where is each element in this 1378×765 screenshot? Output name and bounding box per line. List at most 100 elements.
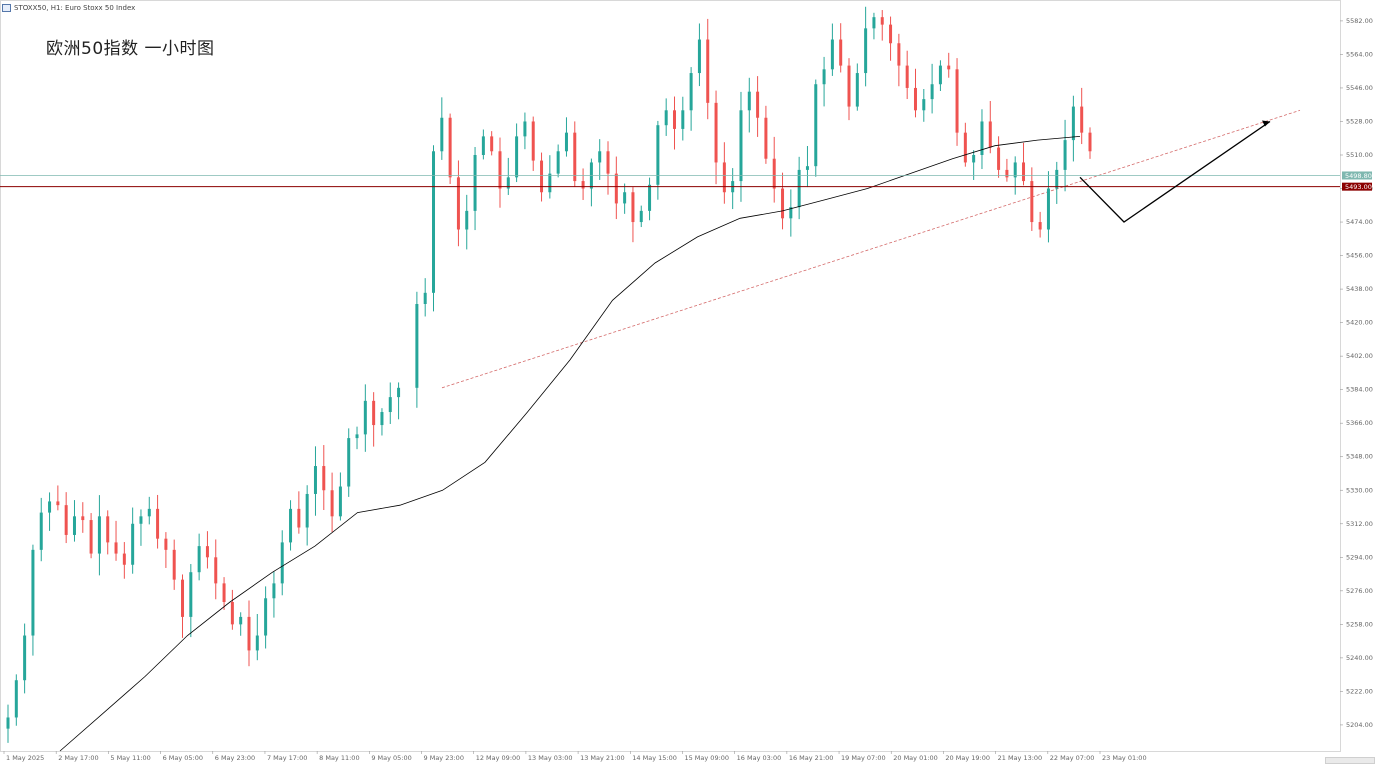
candle-body [672,110,676,129]
time-axis-label: 16 May 21:00 [789,754,834,762]
candle-body [656,125,660,185]
symbol-bar: STOXX50, H1: Euro Stoxx 50 Index [2,1,135,15]
candle-body [889,24,893,44]
candle-body [181,579,185,617]
price-axis-label: 5402.00 [1346,352,1373,360]
candle-body [481,136,485,155]
candle-body [639,210,643,223]
candle-body [631,192,635,223]
price-axis-label: 5204.00 [1346,721,1373,729]
chart-scroll-handle[interactable] [1325,757,1375,764]
candle-body [847,65,851,107]
time-axis-label: 19 May 07:00 [841,754,886,762]
candle-body [72,516,76,535]
symbol-label: STOXX50, H1: Euro Stoxx 50 Index [14,4,136,12]
price-axis-label: 5366.00 [1346,419,1373,427]
candle-body [598,151,602,163]
candle-body [355,434,359,439]
candle-body [623,192,627,204]
candle-body [839,39,843,66]
candle-body [880,17,884,25]
time-axis-label: 15 May 09:00 [684,754,729,762]
candle-body [39,512,43,550]
candle-body [81,516,85,521]
candle-body [1005,169,1009,178]
candle-body [947,65,951,70]
candle-body [189,572,193,617]
price-axis-label: 5294.00 [1346,553,1373,561]
candle-body [822,69,826,85]
candle-body [1063,140,1067,170]
candle-body [280,542,284,584]
time-axis-label: 6 May 05:00 [163,754,203,762]
candle-body [380,412,384,426]
candle-body [498,151,502,189]
candle-body [172,549,176,580]
candle-body [805,166,809,170]
candle-body [114,542,118,554]
time-axis-label: 9 May 23:00 [424,754,464,762]
candle-body [388,397,392,413]
candle-body [872,17,876,29]
candle-body [347,438,351,487]
candle-body [747,91,751,111]
candle-body [363,400,367,435]
candle-body [564,132,568,152]
price-axis-label: 5564.00 [1346,50,1373,58]
candle-body [456,177,460,230]
time-axis-label: 23 May 01:00 [1102,754,1147,762]
candle-body [23,635,27,681]
candle-body [1071,106,1075,141]
candle-body [548,173,552,193]
candle-body [164,538,168,550]
candle-body [664,110,668,126]
candle-body [64,505,68,535]
candle-body [897,43,901,66]
candle-body [247,616,251,651]
support-trendline [441,109,1301,389]
candle-body [264,598,268,636]
price-axis-label: 5582.00 [1346,17,1373,25]
candle-body [988,121,992,148]
time-axis-label: 1 May 2025 [6,754,44,762]
time-axis-label: 20 May 19:00 [945,754,990,762]
candle-body [239,616,243,625]
candle-body [506,177,510,189]
price-axis-label: 5474.00 [1346,218,1373,226]
candle-body [797,169,801,208]
ask-price-label: 5498.80 [1345,172,1372,180]
candle-body [963,132,967,163]
candle-body [864,28,868,74]
candle-body [1046,188,1050,230]
time-axis-label: 21 May 13:00 [998,754,1043,762]
projection-arrow [1079,120,1271,223]
candle-body [980,121,984,155]
candle-body [222,583,226,602]
candle-body [756,91,760,118]
candle-body [156,508,160,539]
price-axis-label: 5330.00 [1346,486,1373,494]
candle-body [781,188,785,219]
chart-window-icon [2,4,11,12]
candle-body [432,151,436,293]
time-axis-label: 14 May 15:00 [632,754,677,762]
time-axis-label: 2 May 17:00 [58,754,98,762]
candle-body [48,501,52,513]
candle-body [297,508,301,528]
candle-body [473,155,477,211]
price-axis-label: 5420.00 [1346,319,1373,327]
candle-body [397,387,401,398]
candle-body [1013,162,1017,178]
time-axis-label: 13 May 21:00 [580,754,625,762]
candle-body [97,516,101,554]
candle-body [930,84,934,100]
candle-body [913,87,917,111]
candle-body [122,553,126,565]
candle-body [523,121,527,137]
price-axis-label: 5384.00 [1346,386,1373,394]
price-axis-label: 5456.00 [1346,252,1373,260]
time-axis-label: 7 May 17:00 [267,754,307,762]
time-axis-label: 6 May 23:00 [215,754,255,762]
time-axis-label: 13 May 03:00 [528,754,573,762]
